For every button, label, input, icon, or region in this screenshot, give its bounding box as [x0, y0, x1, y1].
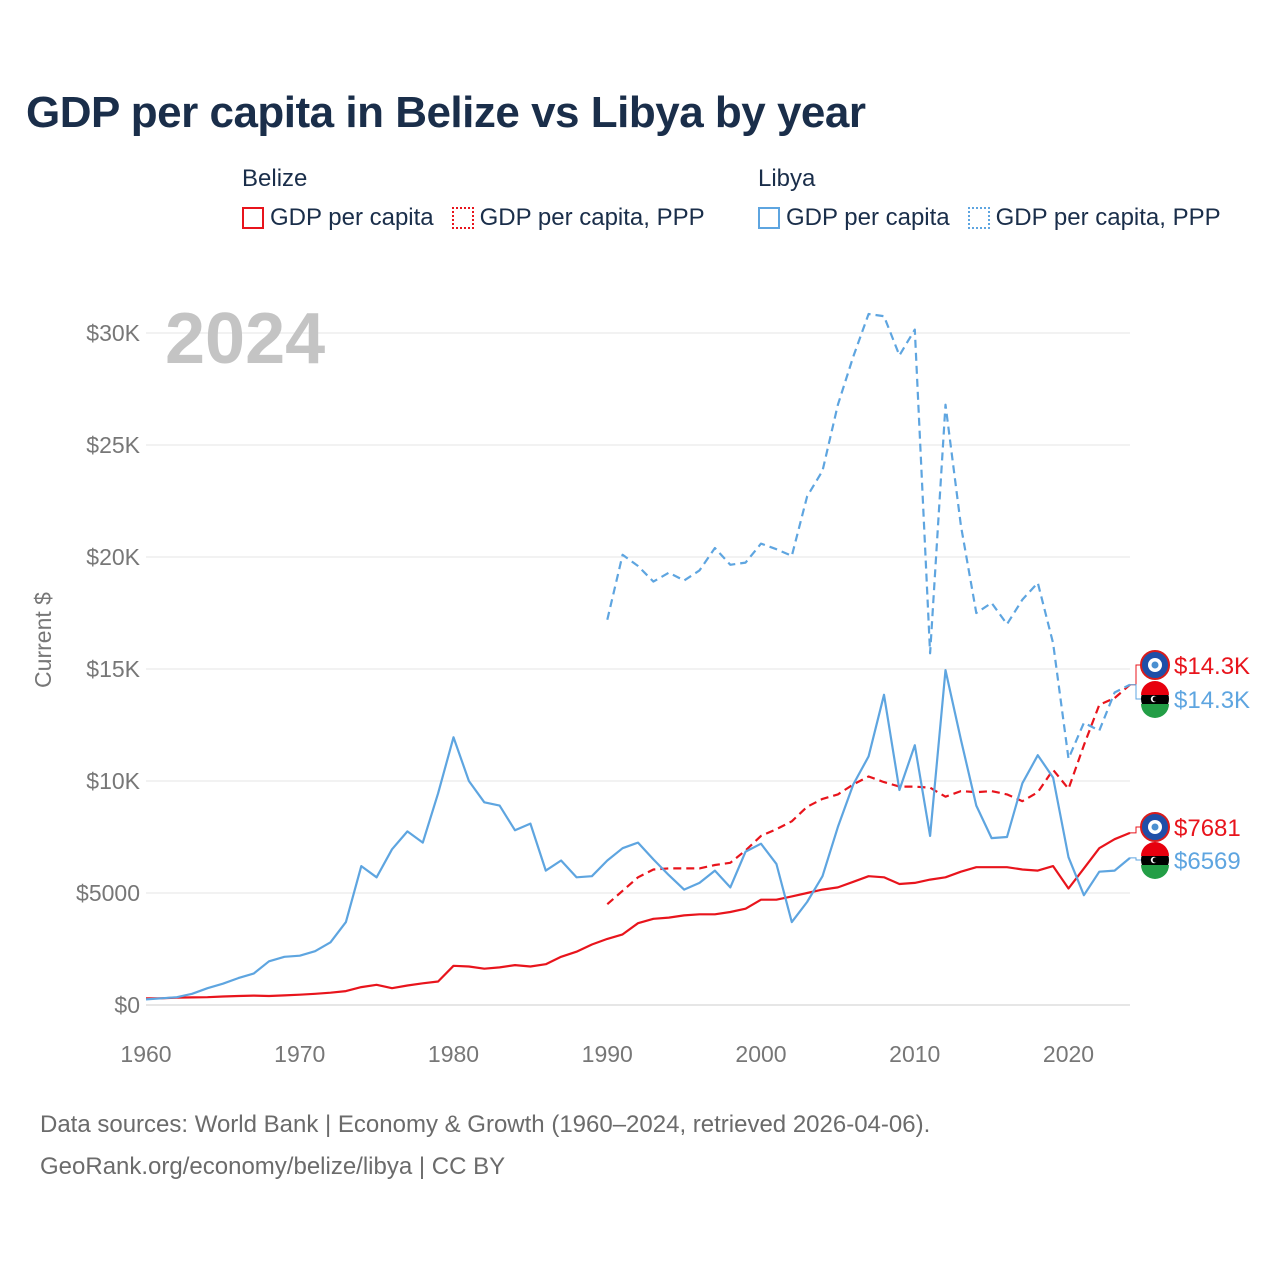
end-label-connector	[1130, 826, 1141, 834]
end-label-connector	[1130, 857, 1141, 861]
sources-line-1: Data sources: World Bank | Economy & Gro…	[40, 1111, 931, 1138]
y-tick-label: $30K	[86, 320, 140, 346]
legend-swatch-libya-ppp	[967, 207, 990, 229]
legend-swatch-belize-gdp	[242, 207, 264, 229]
legend-group-belize: Belize GDP per capita GDP per capita, PP…	[242, 162, 723, 232]
legend-label-belize-ppp: GDP per capita, PPP	[479, 204, 705, 231]
legend-item-libya-gdp[interactable]: GDP per capita	[758, 204, 950, 232]
y-tick-label: $25K	[86, 432, 140, 458]
x-tick-label: 1990	[582, 1041, 633, 1067]
chart-title: GDP per capita in Belize vs Libya by yea…	[26, 88, 866, 137]
x-tick-label: 1960	[120, 1041, 171, 1067]
legend-label-libya-ppp: GDP per capita, PPP	[995, 204, 1221, 231]
sources-line-2[interactable]: GeoRank.org/economy/belize/libya | CC BY	[40, 1153, 506, 1180]
series-line-libya-gdp-per-capita	[145, 668, 1131, 1001]
libya-flag-red-band-icon	[1141, 842, 1169, 856]
legend-item-belize-gdp[interactable]: GDP per capita	[242, 204, 434, 232]
belize-flag-emblem-center-icon	[1151, 823, 1159, 831]
end-label-value: $6569	[1174, 848, 1241, 875]
series-line-belize-gdp-per-capita	[146, 831, 1131, 1000]
series-line-libya-gdp-per-capita-ppp	[606, 312, 1131, 760]
year-watermark: 2024	[165, 299, 325, 379]
libya-flag-green-band-icon	[1141, 865, 1169, 879]
x-tick-label: 2000	[735, 1041, 786, 1067]
belize-flag-emblem-center-icon	[1151, 661, 1159, 669]
y-tick-label: $20K	[86, 544, 140, 570]
x-tick-label: 1970	[274, 1041, 325, 1067]
end-label-value: $7681	[1174, 815, 1241, 842]
end-label-connector	[1130, 684, 1141, 700]
libya-flag-green-band-icon	[1141, 704, 1169, 718]
libya-flag-red-band-icon	[1141, 681, 1169, 695]
x-tick-label: 2010	[889, 1041, 940, 1067]
legend-label-libya-gdp: GDP per capita	[786, 204, 950, 231]
data-sources: Data sources: World Bank | Economy & Gro…	[40, 1104, 930, 1188]
legend-label-belize-gdp: GDP per capita	[270, 204, 434, 231]
legend-swatch-belize-ppp	[451, 207, 474, 229]
y-axis-label: Current $	[30, 592, 56, 688]
end-label-value: $14.3K	[1174, 653, 1250, 680]
end-label-value: $14.3K	[1174, 687, 1250, 714]
y-tick-label: $5000	[76, 880, 140, 906]
legend-country-belize: Belize	[242, 165, 308, 192]
legend-swatch-libya-gdp	[758, 207, 780, 229]
legend-country-libya: Libya	[758, 165, 816, 192]
y-tick-label: $10K	[86, 768, 140, 794]
y-tick-label: $0	[114, 992, 140, 1018]
x-tick-label: 2020	[1043, 1041, 1094, 1067]
libya-flag-crescent-cut-icon	[1152, 857, 1158, 863]
libya-flag-crescent-cut-icon	[1152, 696, 1158, 702]
y-tick-label: $15K	[86, 656, 140, 682]
legend-item-libya-ppp[interactable]: GDP per capita, PPP	[967, 204, 1221, 232]
legend-group-libya: Libya GDP per capita GDP per capita, PPP	[758, 162, 1239, 232]
series-line-belize-gdp-per-capita-ppp	[606, 683, 1131, 906]
end-label-connector	[1130, 664, 1141, 686]
legend-item-belize-ppp[interactable]: GDP per capita, PPP	[451, 204, 705, 232]
x-tick-label: 1980	[428, 1041, 479, 1067]
